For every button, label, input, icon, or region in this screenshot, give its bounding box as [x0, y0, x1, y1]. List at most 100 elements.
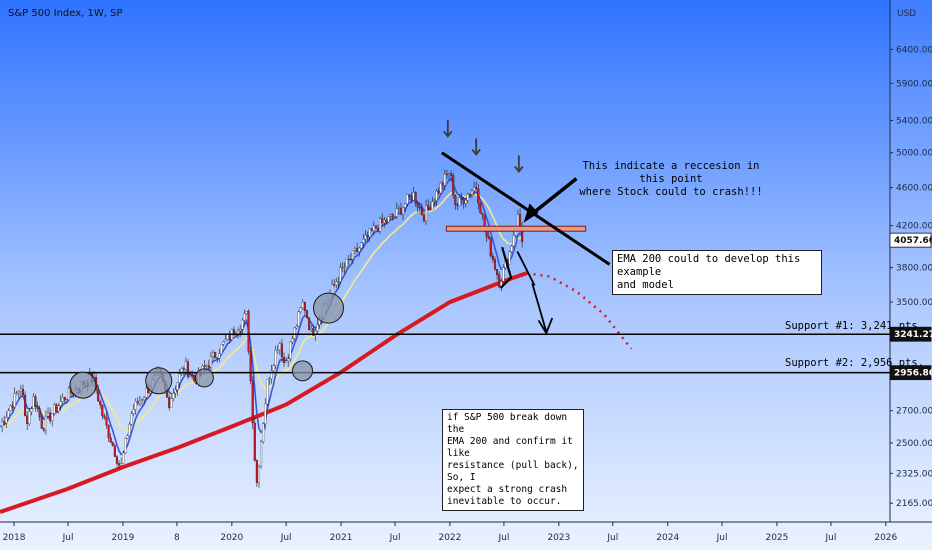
chart-title: S&P 500 Index, 1W, SP	[8, 8, 123, 19]
x-tick-label: Jul	[497, 533, 509, 543]
candle-body	[24, 394, 27, 416]
support1-price-tag-bg	[889, 326, 932, 342]
candle-body	[176, 382, 179, 390]
candle-body	[308, 317, 311, 331]
candle-body	[59, 401, 62, 406]
candle-body	[353, 248, 357, 251]
current-price-tag-bg	[889, 232, 932, 248]
candle-body	[393, 216, 396, 218]
candle-body	[30, 408, 33, 413]
candle-body	[293, 327, 296, 339]
candle-body	[180, 368, 183, 375]
x-tick-label: 2020	[220, 533, 243, 543]
candle-body	[456, 204, 459, 206]
candle-body	[435, 190, 438, 201]
candle-body	[341, 267, 344, 269]
recession-annotation: This indicate a reccesion in this point …	[571, 160, 771, 199]
candle-body	[372, 225, 375, 231]
candle-body	[445, 174, 448, 176]
candle-body	[247, 310, 250, 352]
candle-body	[145, 387, 148, 398]
candle-body	[260, 441, 263, 467]
candle-body	[115, 456, 119, 464]
candle-body	[280, 343, 283, 358]
x-tick-label: 2024	[656, 533, 679, 543]
candle-body	[255, 460, 258, 483]
candle-body	[452, 175, 455, 196]
candle-body	[138, 400, 141, 404]
candle-body	[122, 452, 125, 464]
candle-body	[447, 173, 451, 175]
candle-body	[289, 341, 292, 359]
candle-body	[44, 415, 47, 431]
candle-body	[374, 225, 377, 229]
candle-body	[370, 228, 373, 231]
candle-body	[381, 218, 384, 223]
candle-body	[268, 378, 271, 380]
candle-body	[316, 324, 319, 332]
candle-body	[502, 267, 505, 282]
ema-box-line2: and model	[617, 279, 674, 291]
candle-body	[107, 424, 110, 438]
candle-body	[450, 173, 453, 176]
candle-body	[170, 398, 173, 408]
candle-body	[427, 205, 430, 208]
candle-body	[9, 405, 12, 411]
candle-body	[105, 417, 108, 426]
candle-body	[243, 313, 246, 321]
candle-body	[351, 250, 355, 260]
candle-body	[362, 239, 365, 243]
x-tick-label: Jul	[606, 533, 618, 543]
y-tick-label: 4200.00	[896, 222, 932, 232]
candle-body	[264, 403, 267, 424]
candle-body	[224, 339, 227, 342]
currency-label: USD	[897, 9, 916, 19]
highlight-circle	[292, 360, 314, 382]
candle-body	[331, 284, 334, 294]
candle-body	[42, 428, 45, 431]
candle-body	[282, 356, 286, 363]
candle-body	[402, 207, 405, 215]
x-tick-label: Jul	[280, 533, 292, 543]
candle-body	[186, 361, 190, 377]
candle-body	[109, 437, 112, 443]
candle-body	[387, 216, 390, 223]
candle-body	[360, 242, 363, 249]
candle-body	[376, 228, 380, 232]
candle-body	[193, 375, 196, 381]
y-tick-label: 4600.00	[896, 184, 932, 194]
candle-body	[481, 212, 484, 215]
candle-body	[345, 258, 348, 268]
candle-body	[406, 194, 409, 204]
candle-body	[496, 269, 499, 275]
candle-body	[335, 281, 338, 286]
y-tick-label: 6400.00	[896, 45, 932, 55]
candle-body	[232, 329, 235, 336]
candle-body	[433, 200, 436, 202]
candle-body	[422, 214, 426, 222]
x-tick-label: 2026	[874, 533, 897, 543]
candle-body	[174, 389, 177, 394]
candle-body	[339, 267, 342, 282]
candle-body	[299, 307, 302, 312]
candle-body	[15, 392, 18, 394]
candle-body	[385, 219, 388, 223]
candle-body	[512, 235, 515, 247]
x-tick-label: Jul	[824, 533, 836, 543]
candle-body	[40, 416, 43, 429]
candle-body	[462, 199, 465, 204]
candle-body	[395, 208, 398, 217]
candle-body	[305, 310, 309, 319]
candle-body	[228, 334, 231, 340]
candle-body	[130, 413, 133, 425]
candle-body	[274, 350, 277, 366]
candle-body	[278, 343, 281, 351]
candle-body	[468, 193, 471, 196]
candle-body	[491, 255, 494, 260]
highlight-circle	[312, 292, 344, 324]
candle-body	[220, 344, 223, 354]
candle-body	[287, 358, 290, 362]
candle-body	[214, 352, 217, 358]
candle-body	[168, 397, 171, 408]
candle-body	[466, 193, 469, 201]
